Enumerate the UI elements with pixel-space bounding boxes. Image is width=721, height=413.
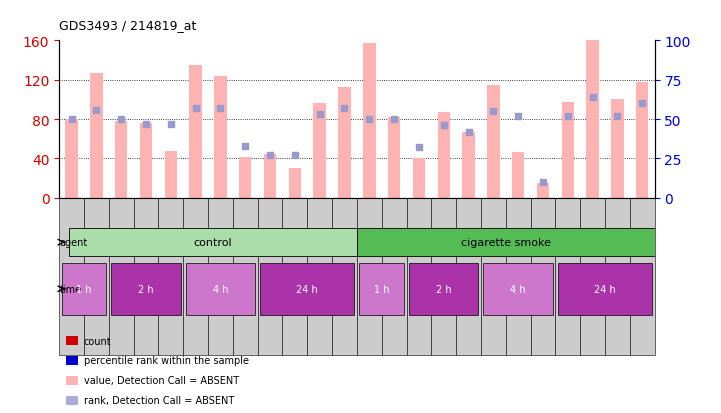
Point [389, 116, 400, 123]
Bar [61, 263, 106, 315]
Bar [66, 120, 78, 198]
Bar [186, 263, 255, 315]
Bar [307, 198, 332, 355]
Bar [555, 198, 580, 355]
Text: rank, Detection Call = ABSENT: rank, Detection Call = ABSENT [84, 395, 234, 405]
Bar [407, 198, 431, 355]
Bar [164, 151, 177, 198]
Point [438, 123, 449, 129]
Bar [412, 159, 425, 198]
Text: GDS3493 / 214819_at: GDS3493 / 214819_at [59, 19, 197, 31]
Point [587, 95, 598, 101]
Bar [359, 263, 404, 315]
Bar [314, 104, 326, 198]
Text: percentile rank within the sample: percentile rank within the sample [84, 356, 249, 366]
Bar [562, 103, 574, 198]
Point [339, 105, 350, 112]
Point [513, 113, 524, 120]
Bar [481, 198, 506, 355]
Text: 2 h: 2 h [436, 284, 451, 294]
Bar [59, 198, 84, 355]
Text: time: time [59, 284, 81, 294]
Text: 4 h: 4 h [510, 284, 526, 294]
Point [140, 121, 151, 128]
Point [215, 105, 226, 112]
Point [314, 112, 325, 119]
Text: 24 h: 24 h [296, 284, 318, 294]
Bar [431, 198, 456, 355]
Bar [586, 41, 599, 198]
Text: cigarette smoke: cigarette smoke [461, 237, 551, 248]
Bar [190, 66, 202, 198]
Bar [84, 198, 109, 355]
Text: value, Detection Call = ABSENT: value, Detection Call = ABSENT [84, 375, 239, 385]
Bar [338, 88, 350, 198]
Bar [140, 123, 152, 198]
Bar [531, 198, 555, 355]
Point [463, 129, 474, 135]
Bar [462, 133, 474, 198]
Text: 1 h: 1 h [374, 284, 389, 294]
Text: agent: agent [59, 237, 88, 248]
Point [487, 109, 499, 115]
Bar [409, 263, 479, 315]
Point [611, 113, 623, 120]
Bar [90, 74, 102, 198]
Bar [332, 198, 357, 355]
Text: count: count [84, 336, 111, 346]
Bar [69, 229, 357, 256]
Bar [208, 198, 233, 355]
Text: control: control [194, 237, 232, 248]
Bar [357, 229, 655, 256]
Point [91, 107, 102, 114]
Bar [183, 198, 208, 355]
Bar [363, 44, 376, 198]
Bar [438, 113, 450, 198]
Point [265, 152, 276, 159]
Bar [605, 198, 630, 355]
Bar [111, 263, 181, 315]
Text: 2 h: 2 h [138, 284, 154, 294]
Bar [487, 85, 500, 198]
Bar [611, 100, 624, 198]
Bar [636, 83, 648, 198]
Text: 24 h: 24 h [594, 284, 616, 294]
Text: 1 h: 1 h [76, 284, 92, 294]
Bar [115, 122, 128, 198]
Bar [537, 183, 549, 198]
Text: 4 h: 4 h [213, 284, 228, 294]
Point [66, 116, 77, 123]
Bar [456, 198, 481, 355]
Bar [558, 263, 653, 315]
Bar [580, 198, 605, 355]
Bar [381, 198, 407, 355]
Point [363, 116, 375, 123]
Bar [257, 198, 283, 355]
Point [115, 116, 127, 123]
Bar [260, 263, 355, 315]
Bar [506, 198, 531, 355]
Bar [484, 263, 553, 315]
Bar [214, 76, 226, 198]
Bar [159, 198, 183, 355]
Bar [233, 198, 257, 355]
Bar [109, 198, 133, 355]
Bar [288, 169, 301, 198]
Bar [512, 153, 524, 198]
Point [413, 145, 425, 151]
Bar [264, 155, 276, 198]
Point [239, 143, 251, 150]
Bar [630, 198, 655, 355]
Bar [239, 158, 252, 198]
Point [537, 179, 549, 186]
Bar [388, 118, 400, 198]
Point [562, 113, 574, 120]
Point [289, 152, 301, 159]
Bar [133, 198, 159, 355]
Point [637, 101, 648, 107]
Bar [283, 198, 307, 355]
Bar [357, 198, 381, 355]
Point [190, 105, 201, 112]
Point [165, 121, 177, 128]
